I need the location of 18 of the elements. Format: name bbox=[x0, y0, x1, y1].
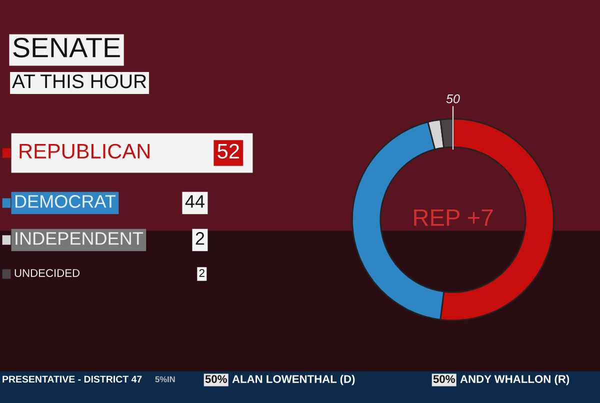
legend-label: DEMOCRAT bbox=[15, 195, 116, 208]
legend-label: REPUBLICAN bbox=[20, 144, 150, 159]
chart-subtitle: AT THIS HOUR bbox=[12, 74, 146, 88]
text: ALAN LOWENTHAL (D) bbox=[232, 374, 355, 386]
text: 50 bbox=[446, 94, 460, 104]
data-label: 52 bbox=[218, 144, 239, 159]
legend-label: UNDECIDED bbox=[14, 269, 80, 277]
text: PRESENTATIVE - DISTRICT 47 bbox=[2, 376, 142, 383]
data-label: 2 bbox=[199, 269, 204, 277]
data-label: 2 bbox=[196, 232, 204, 245]
text: ANDY WHALLON (R) bbox=[460, 374, 570, 386]
text: 50% bbox=[433, 375, 455, 383]
data-label: 44 bbox=[185, 195, 204, 208]
text: 5%IN bbox=[155, 376, 175, 382]
text: 50% bbox=[205, 375, 227, 383]
legend-label: INDEPENDENT bbox=[16, 232, 143, 245]
chart-title: SENATE bbox=[13, 38, 120, 58]
text: REP +7 bbox=[414, 209, 493, 226]
